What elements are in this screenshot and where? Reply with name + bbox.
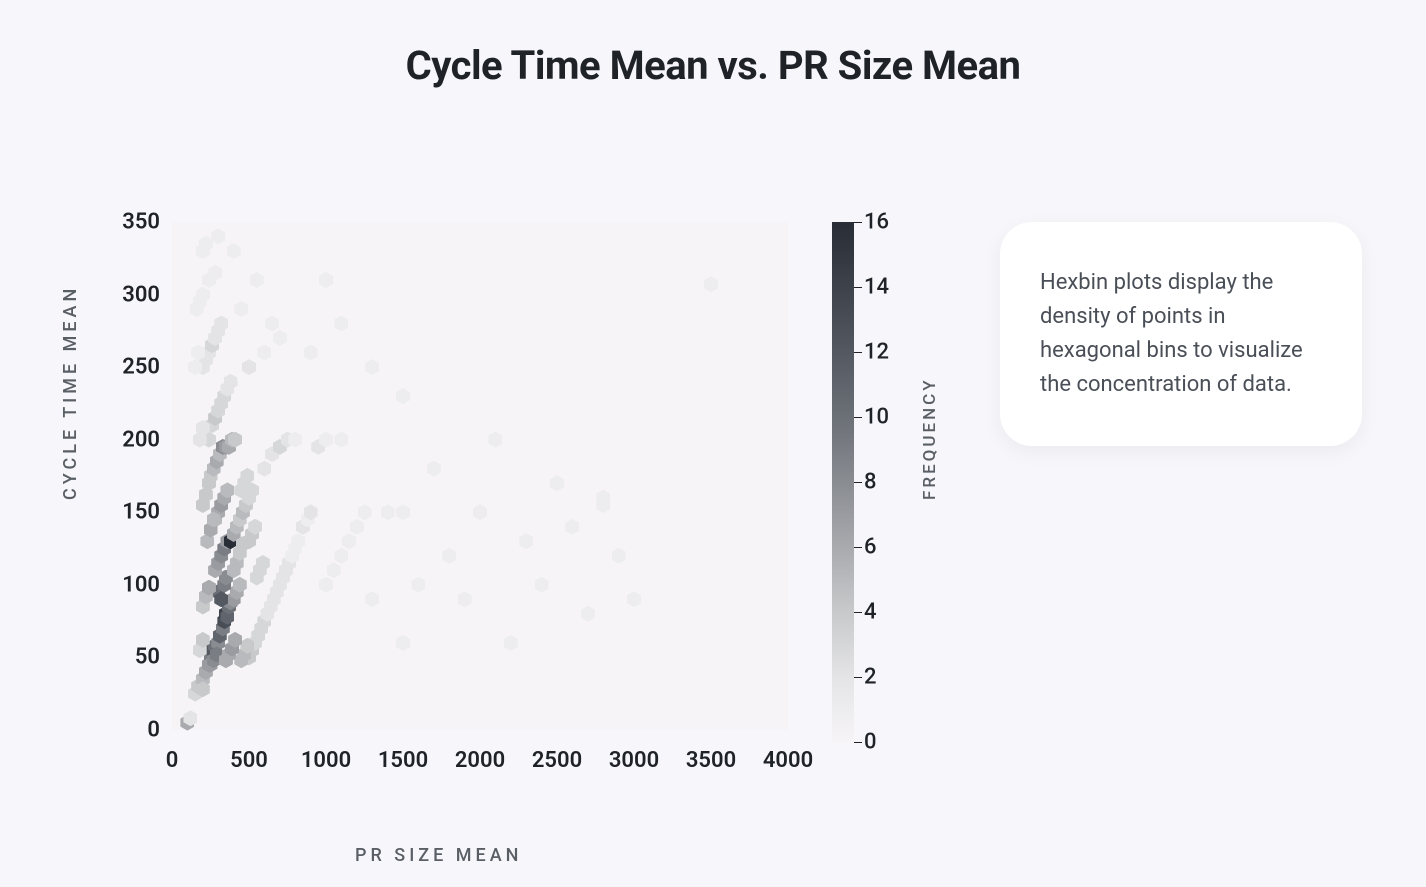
hexbin-cell [334,432,348,448]
hexbin-cell [365,591,379,607]
hexbin-cell [381,504,395,520]
colorbar-tick: 4 [864,600,877,625]
x-tick: 500 [230,748,268,773]
hexbin-cell [442,548,456,564]
y-tick: 0 [147,718,160,743]
colorbar-tickmark [854,482,862,483]
colorbar-tickmark [854,612,862,613]
hexbin-cell [396,388,410,404]
y-tick: 100 [122,572,160,597]
hexbin-cell [234,301,248,317]
hexbin-cell [365,359,379,375]
colorbar-tick: 16 [864,210,889,235]
hexbin-cell [535,577,549,593]
hexbin-cell [350,519,364,535]
colorbar-tickmark [854,677,862,678]
y-tick: 200 [122,427,160,452]
hexbin-cell [327,562,341,578]
hexbin-cell [334,316,348,332]
hexbin-cell [319,272,333,288]
hexbin-cell [458,591,472,607]
x-tick: 0 [166,748,179,773]
y-tick: 50 [135,645,160,670]
colorbar-tick: 0 [864,730,877,755]
hexbin-cell [704,276,718,292]
hexbin-cell [319,577,333,593]
page: Cycle Time Mean vs. PR Size Mean CYCLE T… [0,0,1426,887]
y-tick: 350 [122,210,160,235]
hexbin-cell [504,635,518,651]
x-tick: 2000 [455,748,505,773]
colorbar-tickmark [854,287,862,288]
chart-title: Cycle Time Mean vs. PR Size Mean [0,42,1426,89]
colorbar-tick: 2 [864,665,877,690]
hexbin-cell [427,461,441,477]
x-axis-ticks: 05001000150020002500300035004000 [172,748,788,778]
x-tick: 3500 [686,748,736,773]
hexbin-cell [565,519,579,535]
x-tick: 1500 [378,748,428,773]
y-axis-ticks: 050100150200250300350 [100,222,160,730]
hexbin-cell [304,345,318,361]
y-tick: 150 [122,500,160,525]
colorbar-tick: 8 [864,470,877,495]
info-card-text: Hexbin plots display the density of poin… [1040,266,1322,402]
colorbar-tickmark [854,222,862,223]
x-tick: 2500 [532,748,582,773]
colorbar-tick: 10 [864,405,889,430]
hexbin-cell [265,316,279,332]
colorbar-tick: 6 [864,535,877,560]
hexbin-cell [396,504,410,520]
colorbar-tickmark [854,417,862,418]
info-card: Hexbin plots display the density of poin… [1000,222,1362,446]
hexbin-cell [612,548,626,564]
hexbin-cell [250,272,264,288]
hexbin-cell [488,432,502,448]
colorbar-tickmark [854,352,862,353]
hexbin-cell [257,461,271,477]
hexbin-cell [273,330,287,346]
hexbin-cell [242,359,256,375]
colorbar-tickmark [854,547,862,548]
colorbar-tick: 12 [864,340,889,365]
hexbin-cell [358,504,372,520]
y-tick: 250 [122,355,160,380]
colorbar-label: FREQUENCY [920,377,940,500]
y-tick: 300 [122,282,160,307]
x-tick: 3000 [609,748,659,773]
x-tick: 1000 [301,748,351,773]
x-axis-label: PR SIZE MEAN [355,845,522,866]
x-tick: 4000 [763,748,813,773]
hexbin-plot-area [172,222,788,730]
colorbar-ticks: 0246810121416 [864,222,904,742]
y-axis-label: CYCLE TIME MEAN [60,285,81,500]
hexbin-cell [473,504,487,520]
hexbin-cell [550,475,564,491]
hexbin-cell [227,243,241,259]
hexbin-cell [627,591,641,607]
hexbin-cell [334,548,348,564]
colorbar-tick: 14 [864,275,889,300]
hexbin-cell [519,533,533,549]
hexbin-cell [257,345,271,361]
hexbin-cell [342,533,356,549]
hexbin-cell [211,228,225,244]
colorbar-tickmark [854,742,862,743]
hexbin-cell [411,577,425,593]
colorbar-gradient [832,222,854,742]
hexbin-cell [396,635,410,651]
colorbar: 0246810121416 [832,222,892,742]
hexbin-cell [581,606,595,622]
